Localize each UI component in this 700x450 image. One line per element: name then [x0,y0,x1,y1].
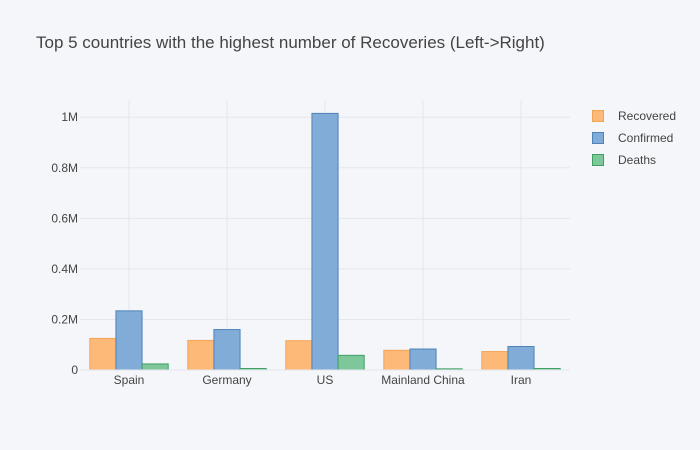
legend-label: Confirmed [618,131,674,145]
bar-recovered-mainland-china[interactable] [383,349,411,371]
legend-label: Deaths [618,153,657,167]
legend-swatch [592,110,604,122]
legend: Recovered Confirmed Deaths [592,105,676,171]
y-tick-label: 0.4M [51,262,78,276]
legend-item-deaths[interactable]: Deaths [592,149,676,171]
legend-swatch [592,154,604,166]
chart-title: Top 5 countries with the highest number … [36,33,545,52]
axes: 0 0.2M 0.4M 0.6M 0.8M 1M Spain Germany US Mainlan… [51,110,570,387]
bars [89,112,561,371]
bar-deaths-spain[interactable] [141,363,169,371]
bar-recovered-iran[interactable] [481,351,509,371]
y-tick-label: 0.8M [51,161,78,175]
x-tick-label: US [317,373,334,387]
legend-swatch [592,132,604,144]
legend-item-recovered[interactable]: Recovered [592,105,676,127]
legend-label: Recovered [618,109,677,123]
legend-item-confirmed[interactable]: Confirmed [592,127,676,149]
bar-deaths-us[interactable] [337,354,365,371]
y-tick-label: 0 [71,363,78,377]
x-tick-label: Germany [202,373,251,387]
bar-recovered-us[interactable] [285,340,313,371]
bar-confirmed-iran[interactable] [507,345,535,371]
x-tick-label: Iran [511,373,532,387]
bar-confirmed-mainland-china[interactable] [409,348,437,371]
bar-confirmed-spain[interactable] [115,310,143,371]
bar-confirmed-germany[interactable] [213,329,241,371]
bar-recovered-spain[interactable] [89,337,117,371]
bar-confirmed-us[interactable] [311,112,339,371]
x-tick-label: Mainland China [381,373,465,387]
bar-recovered-germany[interactable] [187,339,215,371]
y-tick-label: 0.2M [51,312,78,326]
y-tick-label: 1M [61,110,78,124]
x-tick-label: Spain [114,373,145,387]
y-tick-label: 0.6M [51,211,78,225]
